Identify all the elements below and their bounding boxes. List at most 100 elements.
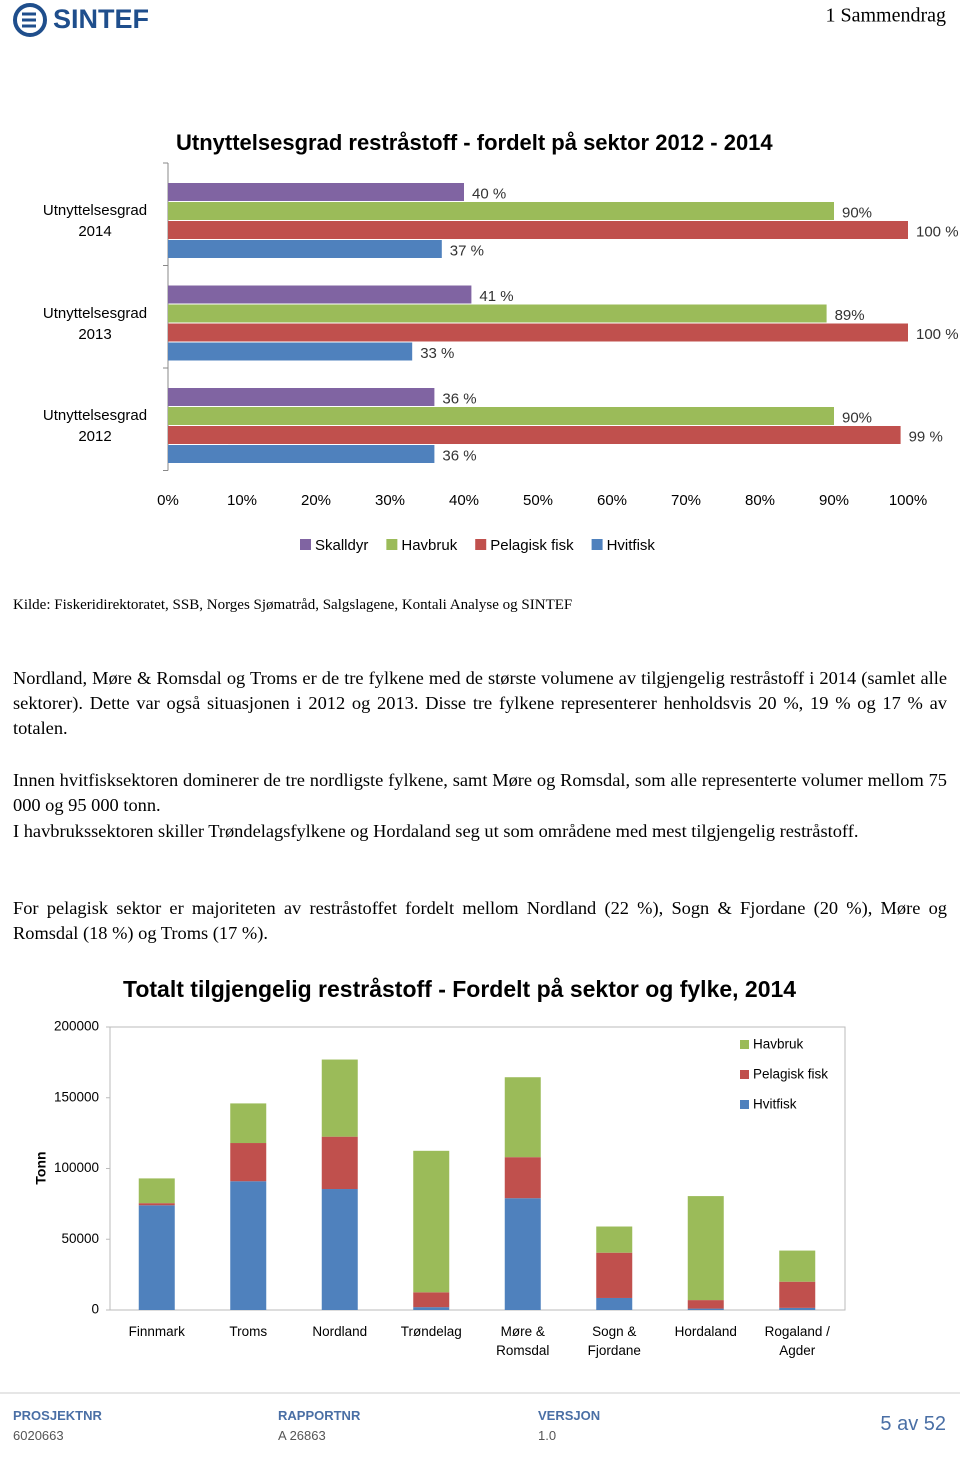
x-tick-label: 40% — [449, 492, 479, 509]
value-label: 37 % — [450, 242, 484, 259]
value-label: 100 % — [916, 223, 959, 240]
bar-segment — [687, 1300, 724, 1309]
y-tick-label: 50000 — [61, 1231, 99, 1246]
bar — [168, 183, 464, 201]
paragraph: I havbrukssektoren skiller Trøndelagsfyl… — [13, 821, 859, 841]
legend-swatch — [740, 1040, 749, 1049]
x-tick-label: 60% — [597, 492, 627, 509]
legend-swatch — [386, 539, 398, 550]
x-tick-label: 0% — [157, 492, 179, 509]
bar-segment — [230, 1143, 267, 1182]
bar-segment — [779, 1250, 816, 1282]
bar-segment — [596, 1297, 633, 1310]
x-tick-label: Nordland — [312, 1324, 368, 1339]
x-tick-label: Finnmark — [128, 1324, 185, 1339]
x-tick-label: 80% — [745, 492, 775, 509]
bar-segment — [230, 1103, 267, 1144]
y-tick-label: 150000 — [54, 1089, 99, 1104]
bar-segment — [230, 1181, 267, 1310]
legend-swatch — [475, 539, 487, 550]
value-label: 36 % — [442, 390, 476, 407]
paragraph: Nordland, Møre & Romsdal og Troms er de … — [13, 668, 947, 738]
value-label: 90% — [842, 204, 872, 221]
logo-icon — [13, 3, 47, 37]
source: Kilde: Fiskeridirektoratet, SSB, Norges … — [13, 597, 573, 613]
legend-swatch — [740, 1070, 749, 1079]
x-tick-label: 50% — [523, 492, 553, 509]
y-tick-label: Utnyttelsesgrad 2013 — [42, 304, 148, 343]
x-tick-label: 70% — [671, 492, 701, 509]
bar — [168, 221, 908, 239]
bar — [168, 407, 834, 425]
bar-segment — [779, 1307, 816, 1310]
footer-value: 6020663 — [13, 1428, 64, 1443]
bar-segment — [504, 1077, 541, 1158]
value-label: 40 % — [472, 185, 506, 202]
x-tick-label: 90% — [819, 492, 849, 509]
legend-label: Havbruk — [753, 1037, 804, 1052]
legend-label: Havbruk — [401, 537, 457, 554]
y-tick-label: 100000 — [54, 1160, 99, 1175]
chart-title: Utnyttelsesgrad restråstoff - fordelt på… — [176, 130, 773, 155]
legend-label: Pelagisk fisk — [753, 1067, 828, 1082]
legend-swatch — [740, 1100, 749, 1109]
y-tick-label: 0 — [91, 1302, 99, 1317]
page-number: 5 av 52 — [880, 1413, 946, 1435]
legend-swatch — [300, 539, 311, 550]
footer-label: RAPPORTNR — [278, 1408, 361, 1423]
bar-segment — [321, 1059, 358, 1137]
bar — [168, 426, 901, 444]
x-tick-label: 30% — [375, 492, 405, 509]
x-tick-label: Hordaland — [674, 1324, 737, 1339]
bar — [168, 342, 413, 361]
footer-label: PROSJEKTNR — [13, 1408, 102, 1423]
bar — [168, 323, 908, 342]
bar-segment — [413, 1292, 450, 1308]
x-tick-label: Sogn & Fjordane — [587, 1324, 641, 1358]
bar — [168, 285, 472, 304]
bar-segment — [596, 1226, 633, 1253]
bar-segment — [687, 1196, 724, 1301]
legend-label: Hvitfisk — [607, 537, 656, 554]
y-tick-label: 200000 — [54, 1019, 99, 1034]
y-tick-label: Utnyttelsesgrad 2014 — [42, 202, 148, 240]
footer-label: VERSJON — [538, 1408, 601, 1423]
value-label: 100 % — [916, 326, 959, 343]
x-tick-label: Møre & Romsdal — [496, 1324, 550, 1358]
bar-segment — [596, 1252, 633, 1298]
y-axis-label: Tonn — [33, 1151, 49, 1184]
value-label: 41 % — [479, 288, 513, 305]
legend-label: Hvitfisk — [753, 1097, 797, 1112]
value-label: 33 % — [420, 345, 454, 362]
bar — [168, 202, 834, 220]
value-label: 90% — [842, 409, 872, 426]
chart-title: Totalt tilgjengelig restråstoff - Fordel… — [123, 976, 796, 1002]
paragraph: Innen hvitfisksektoren dominerer de tre … — [13, 770, 947, 815]
footer-value: 1.0 — [538, 1428, 557, 1443]
bar-segment — [504, 1198, 541, 1310]
bar-segment — [321, 1136, 358, 1190]
bar-segment — [321, 1189, 358, 1310]
bar-segment — [687, 1308, 724, 1310]
bar-segment — [504, 1157, 541, 1199]
legend-label: Skalldyr — [315, 537, 368, 554]
x-tick-label: 10% — [227, 492, 257, 509]
x-tick-label: 20% — [301, 492, 331, 509]
bar-segment — [413, 1307, 450, 1310]
footer-value: A 26863 — [278, 1428, 326, 1443]
bar — [168, 240, 442, 258]
plot-frame — [109, 1026, 846, 1311]
value-label: 36 % — [442, 447, 476, 464]
legend-swatch — [591, 539, 603, 550]
bar-segment — [138, 1178, 175, 1204]
bar — [168, 388, 435, 406]
paragraph: For pelagisk sektor er majoriteten av re… — [13, 898, 947, 943]
bar — [168, 304, 827, 323]
bar-segment — [138, 1205, 175, 1310]
x-tick-label: Trøndelag — [400, 1324, 462, 1339]
y-tick-label: Utnyttelsesgrad 2012 — [42, 407, 148, 445]
logo: SINTEF — [53, 4, 149, 34]
bar-segment — [779, 1281, 816, 1308]
value-label: 89% — [835, 307, 865, 324]
